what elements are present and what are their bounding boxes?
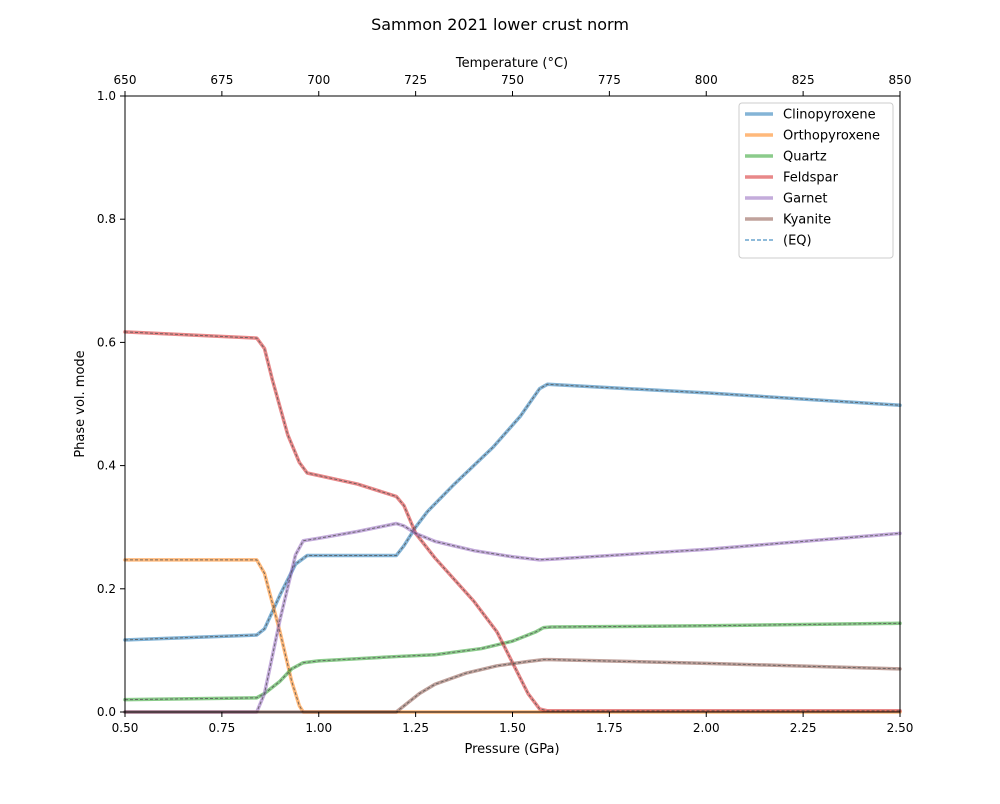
y-tick-label: 1.0 <box>97 89 116 103</box>
top-tick-label: 650 <box>114 73 137 87</box>
series-eq-line-quartz <box>124 622 901 701</box>
y-axis-label: Phase vol. mode <box>73 350 88 457</box>
y-tick-label: 0.4 <box>97 459 116 473</box>
legend-label-eq: (EQ) <box>783 234 812 249</box>
series-line-kyanite <box>123 657 902 714</box>
series-eq-line-garnet <box>125 522 901 713</box>
top-tick-label: 850 <box>889 73 912 87</box>
x-tick-label: 1.25 <box>402 721 429 735</box>
x-axis-label: Pressure (GPa) <box>464 742 559 757</box>
top-tick-label: 750 <box>501 73 524 87</box>
x-tick-label: 2.50 <box>887 721 914 735</box>
top-axis: 650 675 700 725 750 775 800 825 850 <box>114 73 912 96</box>
x-tick-label: 1.50 <box>499 721 526 735</box>
x-tick-label: 0.50 <box>112 721 139 735</box>
legend-label-feldspar: Feldspar <box>783 171 839 186</box>
bottom-axis: 0.50 0.75 1.00 1.25 1.50 1.75 2.00 2.25 2.50 <box>112 712 914 735</box>
top-tick-label: 675 <box>210 73 233 87</box>
x-tick-label: 0.75 <box>209 721 236 735</box>
top-tick-label: 825 <box>792 73 815 87</box>
legend: Clinopyroxene Orthopyroxene Quartz Feldspar… <box>738 102 894 259</box>
series-line-feldspar <box>123 330 902 713</box>
y-tick-label: 0.6 <box>97 335 116 349</box>
top-tick-label: 700 <box>307 73 330 87</box>
top-tick-label: 800 <box>695 73 718 87</box>
left-axis: 0.0 0.2 0.4 0.6 0.8 1.0 <box>97 89 125 719</box>
chart-title: Sammon 2021 lower crust norm <box>371 15 629 34</box>
legend-label-orthopyroxene: Orthopyroxene <box>783 129 880 144</box>
x-tick-label: 1.00 <box>305 721 332 735</box>
legend-label-quartz: Quartz <box>783 150 827 165</box>
top-axis-label: Temperature (°C) <box>455 56 568 71</box>
legend-label-garnet: Garnet <box>783 192 828 207</box>
series-eq-line-kyanite <box>125 659 901 713</box>
top-tick-label: 775 <box>598 73 621 87</box>
series-layer <box>123 330 902 714</box>
series-line-clinopyroxene <box>123 382 902 642</box>
x-tick-label: 2.25 <box>790 721 817 735</box>
y-tick-label: 0.8 <box>97 212 116 226</box>
top-tick-label: 725 <box>404 73 427 87</box>
y-tick-label: 0.2 <box>97 582 116 596</box>
series-eq-line-feldspar <box>124 331 900 712</box>
x-tick-label: 1.75 <box>596 721 623 735</box>
x-tick-label: 2.00 <box>693 721 720 735</box>
legend-label-clinopyroxene: Clinopyroxene <box>783 108 876 123</box>
y-tick-label: 0.0 <box>97 705 116 719</box>
legend-box <box>738 102 894 259</box>
series-line-garnet <box>123 521 902 714</box>
legend-label-kyanite: Kyanite <box>783 213 831 228</box>
